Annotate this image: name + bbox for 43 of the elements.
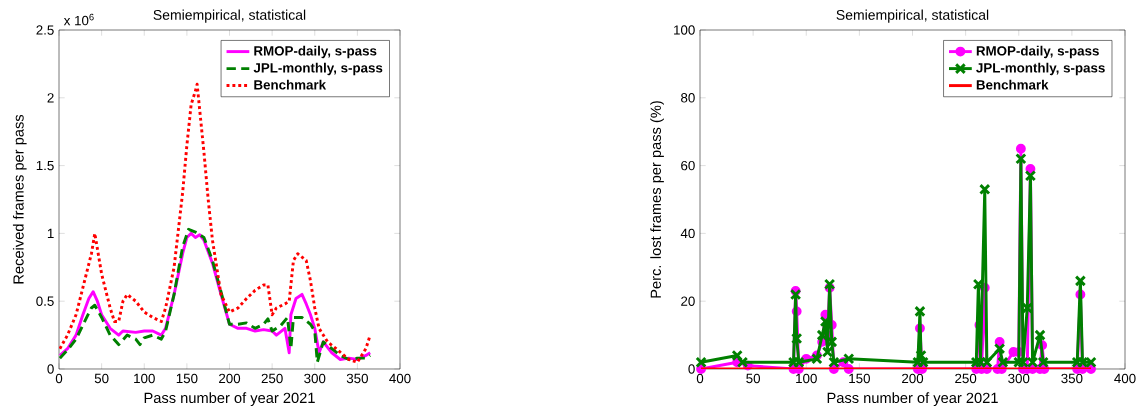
y-tick-label: 1 [47, 228, 54, 238]
y-tick-label: 2 [47, 93, 54, 103]
x-tick-label: 300 [304, 373, 326, 384]
y-tick-label: 0 [688, 364, 695, 374]
x-tick-label: 100 [796, 373, 817, 384]
y-tick-label: 2.5 [36, 25, 54, 35]
legend-label: Benchmark [254, 79, 327, 90]
x-tick-label: 50 [746, 373, 761, 384]
y-tick-label: 100 [674, 25, 695, 35]
y-tick-label: 0.5 [36, 296, 54, 306]
x-tick-label: 350 [346, 373, 368, 384]
y-axis-title: Perc. lost frames per pass (%) [650, 101, 664, 298]
chart-title: Semiempirical, statistical [153, 9, 306, 23]
chart-title: Semiempirical, statistical [836, 9, 989, 23]
y-axis-title: Received frames per pass [12, 114, 27, 284]
x-tick-label: 200 [219, 373, 241, 384]
legend-label: RMOP-daily, s-pass [976, 45, 1099, 59]
x-tick-label: 200 [902, 373, 924, 384]
x-tick-label: 50 [94, 373, 109, 384]
x-tick-label: 250 [955, 373, 977, 384]
legend-label: JPL-monthly, s-pass [253, 62, 383, 76]
x-tick-label: 100 [134, 373, 155, 384]
x-tick-label: 400 [1114, 373, 1136, 384]
x-tick-label: 0 [55, 373, 63, 384]
text: x 10$^{6}$ [63, 13, 94, 26]
x-tick-label: 350 [1061, 373, 1083, 384]
x-tick-label: 400 [389, 373, 411, 384]
x-tick-label: 300 [1008, 373, 1030, 384]
x-tick-label: 250 [261, 373, 283, 384]
legend-label: Benchmark [976, 79, 1049, 90]
x-tick-label: 150 [849, 373, 870, 384]
x-tick-label: 150 [176, 373, 198, 384]
y-tick-label: 20 [681, 296, 695, 306]
x-tick-label: 0 [696, 373, 704, 384]
y-tick-label: 40 [680, 228, 695, 239]
y-tick-label: 0 [47, 364, 54, 374]
y-tick-label: 80 [681, 93, 695, 103]
y-tick-label: 1.5 [36, 160, 54, 171]
x-axis-title: Pass number of year 2021 [144, 392, 315, 406]
legend-label: JPL-monthly, s-pass [976, 62, 1105, 76]
x-axis-title: Pass number of year 2021 [827, 392, 998, 406]
y-tick-label: 60 [681, 160, 695, 171]
legend-label: RMOP-daily, s-pass [254, 45, 377, 59]
